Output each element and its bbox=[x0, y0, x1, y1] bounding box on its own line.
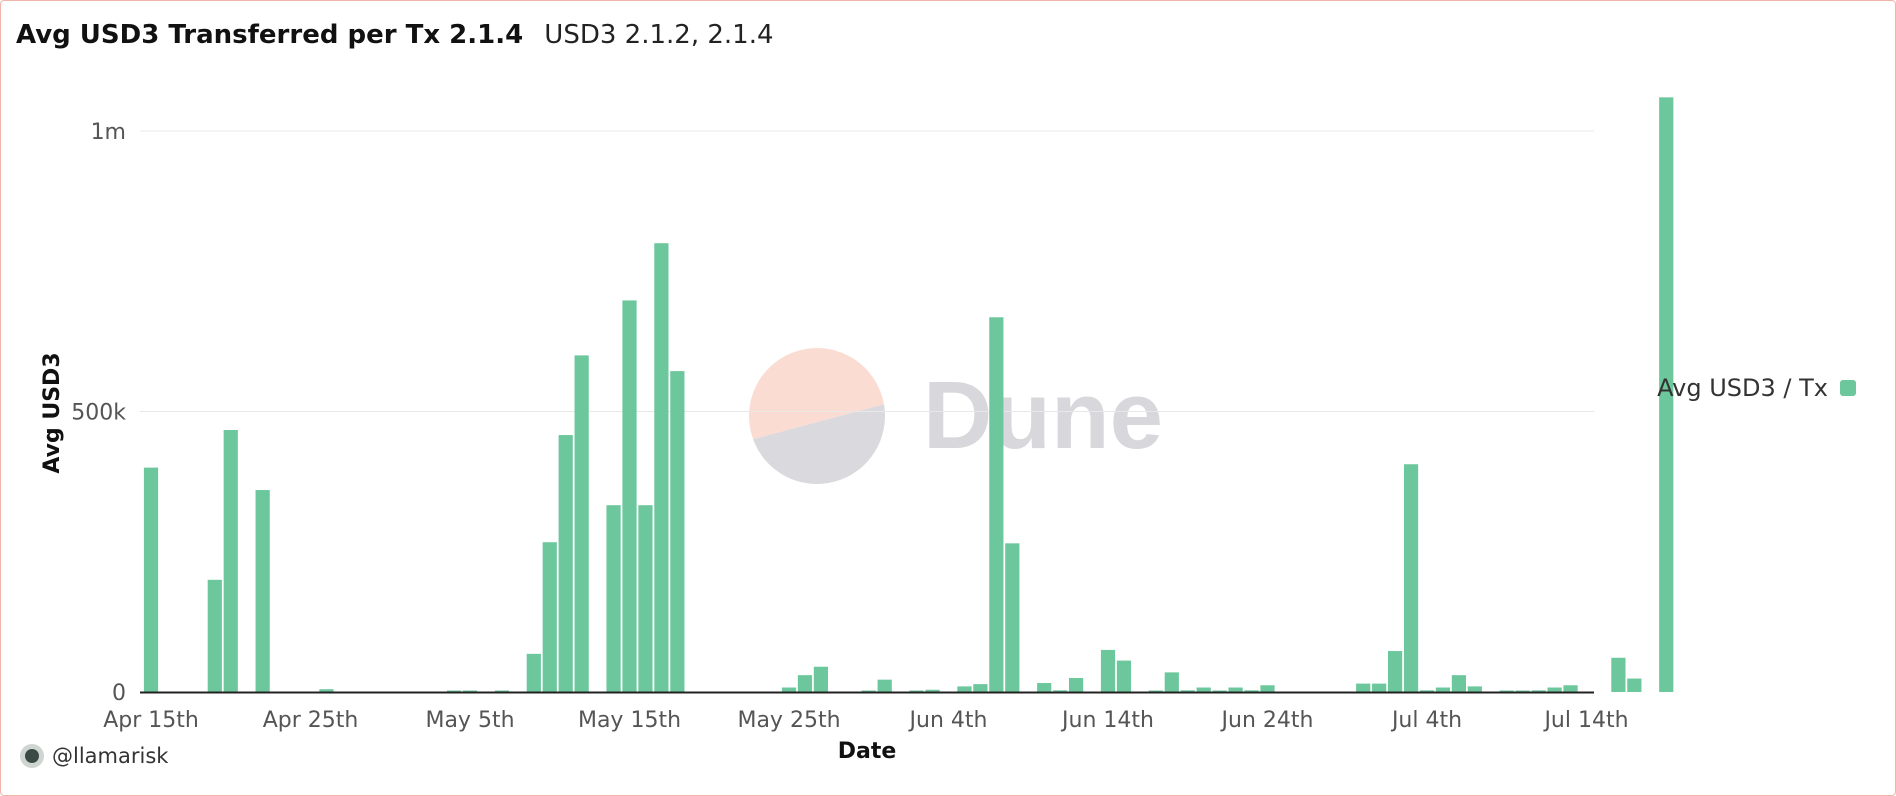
bar bbox=[494, 690, 509, 692]
bar bbox=[1388, 651, 1403, 692]
x-tick-label: May 25th bbox=[737, 708, 840, 733]
x-tick-labels: Apr 15th Apr 25th May 5th May 15th May 25th J… bbox=[103, 708, 1628, 733]
x-tick-label: Apr 15th bbox=[103, 708, 199, 733]
chart-subtitle: USD3 2.1.2, 2.1.4 bbox=[544, 20, 774, 50]
legend-label: Avg USD3 / Tx bbox=[1657, 374, 1828, 402]
bar bbox=[1451, 675, 1466, 692]
bar bbox=[622, 300, 637, 692]
x-tick-label: Apr 25th bbox=[263, 708, 359, 733]
bars bbox=[143, 97, 1674, 693]
bar bbox=[1053, 690, 1068, 692]
x-tick-label: May 5th bbox=[425, 708, 514, 733]
bar bbox=[989, 317, 1004, 692]
bar bbox=[1180, 690, 1195, 692]
bar bbox=[1005, 543, 1020, 692]
bar bbox=[1196, 687, 1211, 692]
bar bbox=[909, 690, 924, 692]
y-tick-label: 500k bbox=[71, 401, 126, 426]
bar bbox=[446, 690, 462, 692]
bar bbox=[319, 689, 334, 692]
bar bbox=[1467, 686, 1482, 692]
watermark-logo-bottom bbox=[753, 404, 885, 484]
bar bbox=[1435, 687, 1451, 692]
y-tick-labels: 0 500k 1m bbox=[71, 120, 126, 706]
bar bbox=[797, 675, 813, 692]
bar bbox=[1499, 690, 1514, 692]
bar bbox=[223, 430, 238, 692]
x-axis-label: Date bbox=[838, 739, 897, 764]
x-tick-label: Jul 14th bbox=[1542, 708, 1628, 733]
bar bbox=[1627, 678, 1642, 692]
x-tick-label: Jun 14th bbox=[1060, 708, 1154, 733]
y-tick-label: 1m bbox=[91, 120, 126, 145]
bar bbox=[558, 435, 573, 692]
x-tick-label: Jun 24th bbox=[1220, 708, 1314, 733]
bar bbox=[670, 371, 685, 692]
bar bbox=[1260, 685, 1275, 692]
bar bbox=[1403, 464, 1419, 692]
avatar bbox=[20, 744, 44, 768]
bar bbox=[542, 542, 557, 692]
chart-header: Avg USD3 Transferred per Tx 2.1.4 USD3 2… bbox=[16, 20, 774, 50]
footer: @llamarisk bbox=[20, 744, 168, 768]
y-gridlines bbox=[140, 130, 1594, 412]
x-tick-label: Jun 4th bbox=[908, 708, 988, 733]
bar bbox=[1069, 677, 1084, 692]
bar bbox=[207, 579, 222, 692]
bar bbox=[1611, 657, 1626, 692]
bar bbox=[813, 666, 828, 692]
chart-title: Avg USD3 Transferred per Tx 2.1.4 bbox=[16, 20, 524, 50]
watermark-text: Dune bbox=[923, 362, 1163, 469]
bar bbox=[1228, 687, 1243, 692]
bar bbox=[462, 690, 478, 692]
bar bbox=[1563, 685, 1578, 692]
bar bbox=[526, 653, 541, 692]
bar bbox=[1419, 690, 1435, 692]
bar bbox=[654, 243, 669, 692]
bar bbox=[1531, 690, 1546, 692]
bar bbox=[606, 505, 621, 692]
chart-legend: Avg USD3 / Tx bbox=[1657, 374, 1856, 402]
bar bbox=[877, 679, 892, 692]
bar bbox=[1100, 649, 1116, 692]
bar bbox=[1515, 690, 1530, 692]
bar bbox=[143, 467, 159, 692]
y-tick-label: 0 bbox=[112, 681, 126, 706]
bar bbox=[255, 490, 270, 692]
bar bbox=[574, 355, 589, 692]
dune-watermark: Dune bbox=[749, 348, 1163, 484]
x-tick-label: May 15th bbox=[578, 708, 681, 733]
y-axis-label: Avg USD3 bbox=[40, 352, 65, 473]
bar bbox=[1547, 687, 1562, 692]
bar bbox=[781, 687, 797, 692]
bar bbox=[861, 690, 876, 692]
bar bbox=[1356, 683, 1371, 692]
watermark-logo-top bbox=[749, 348, 884, 440]
bar bbox=[1148, 690, 1163, 692]
bar bbox=[638, 505, 653, 692]
bar bbox=[1659, 97, 1674, 693]
bar bbox=[1116, 660, 1132, 692]
bar bbox=[1037, 683, 1052, 692]
bar bbox=[1164, 672, 1179, 692]
x-tick-label: Jul 4th bbox=[1390, 708, 1462, 733]
bar bbox=[973, 684, 988, 692]
bar bbox=[925, 689, 940, 692]
author-handle[interactable]: @llamarisk bbox=[52, 744, 169, 768]
legend-swatch bbox=[1840, 380, 1856, 396]
bar bbox=[1212, 690, 1227, 692]
bar bbox=[1244, 690, 1259, 692]
bar bbox=[1372, 683, 1387, 692]
bar bbox=[957, 686, 972, 692]
